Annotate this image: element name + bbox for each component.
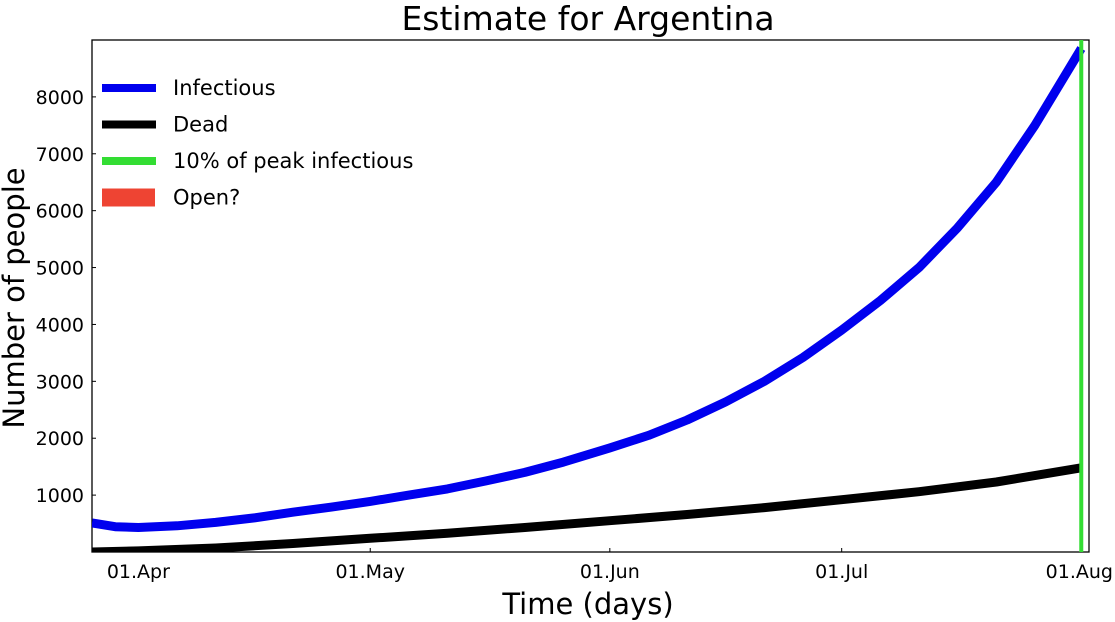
y-axis-label: Number of people [0, 167, 31, 428]
legend: Infectious Dead 10% of peak infectious Open… [102, 76, 413, 210]
legend-swatch [102, 188, 155, 207]
y-tick-label: 6000 [36, 201, 84, 223]
y-tick-label: 8000 [36, 87, 84, 109]
y-tick-label: 1000 [36, 485, 84, 507]
x-axis-label: Time (days) [501, 587, 673, 621]
series-layer [92, 40, 1086, 552]
series-line-infectious [92, 46, 1086, 532]
series-line-dead [92, 463, 1083, 552]
x-tick-label: 01.Aug [1046, 561, 1113, 583]
chart-title: Estimate for Argentina [401, 0, 774, 38]
x-tick-label: 01.Jul [815, 561, 868, 583]
legend-label: 10% of peak infectious [173, 149, 413, 173]
y-tick-label: 2000 [36, 428, 84, 450]
plot-area [91, 39, 1090, 553]
y-tick-label: 3000 [36, 371, 84, 393]
y-tick-label: 7000 [36, 144, 84, 166]
x-tick-label: 01.Jun [580, 561, 640, 583]
legend-label: Dead [173, 113, 228, 137]
legend-label: Open? [173, 186, 240, 210]
y-axis: 1000 2000 3000 4000 5000 6000 7000 8000 [36, 87, 96, 507]
y-tick-label: 4000 [36, 314, 84, 336]
x-tick-label: 01.May [335, 561, 405, 583]
y-tick-label: 5000 [36, 258, 84, 280]
x-axis: 01.Apr 01.May 01.Jun 01.Jul 01.Aug [107, 548, 1113, 583]
legend-label: Infectious [173, 76, 276, 100]
x-tick-label: 01.Apr [107, 561, 170, 583]
